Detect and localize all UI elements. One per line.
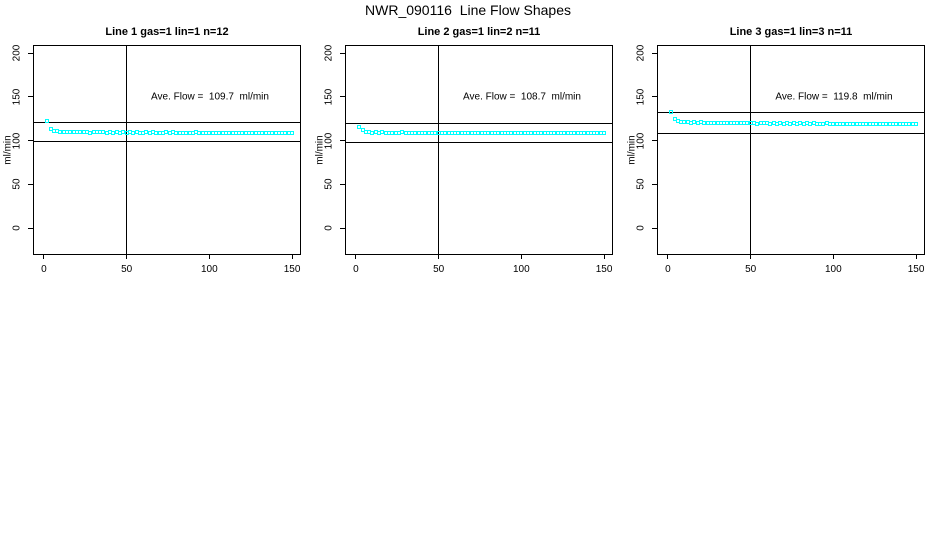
x-axis-tick — [667, 254, 669, 259]
x-axis-tick-label: 150 — [907, 264, 925, 275]
x-axis-tick-label: 0 — [665, 264, 671, 275]
flow-tolerance-line — [34, 141, 300, 143]
data-point — [669, 109, 674, 114]
flow-tolerance-line — [34, 121, 300, 123]
x-axis-tick-label: 150 — [283, 264, 301, 275]
data-point — [602, 131, 607, 136]
x-axis-tick — [126, 254, 128, 259]
data-point — [672, 117, 677, 122]
subplot-line-3: Line 3 gas=1 lin=3 n=11 ml/min Ave. Flow… — [624, 0, 936, 280]
x-axis-tick — [750, 254, 752, 259]
y-axis-tick — [28, 227, 33, 229]
x-axis-tick-label: 100 — [513, 264, 530, 275]
y-axis-tick-label: 100 — [11, 132, 23, 149]
y-axis-tick — [28, 52, 33, 54]
y-axis-tick — [340, 227, 345, 229]
x-axis-tick — [438, 254, 440, 259]
data-point — [357, 124, 362, 129]
flow-tolerance-line — [346, 141, 612, 143]
y-axis-tick — [340, 52, 345, 54]
plot-area: Ave. Flow = 108.7 ml/min 0 50 100 150 0 50 100… — [324, 45, 613, 275]
x-axis-tick — [43, 254, 45, 259]
y-axis-tick — [652, 96, 657, 98]
y-axis-tick-label: 150 — [11, 88, 23, 106]
y-axis-tick — [652, 183, 657, 185]
y-axis-tick-label: 100 — [635, 132, 647, 149]
main-title: NWR_090116 Line Flow Shapes — [365, 2, 571, 18]
y-axis-tick — [28, 140, 33, 141]
subplot-title: Line 2 gas=1 lin=2 n=11 — [417, 26, 541, 38]
vertical-reference-line — [438, 46, 440, 254]
y-axis-tick-label: 200 — [323, 44, 335, 62]
x-axis-tick-label: 50 — [433, 264, 445, 275]
subplot-title: Line 1 gas=1 lin=1 n=12 — [105, 26, 229, 38]
flow-tolerance-line — [658, 112, 924, 114]
y-axis-tick-label: 50 — [323, 178, 335, 190]
x-axis-tick — [291, 254, 293, 259]
y-axis-tick — [652, 52, 657, 54]
data-point — [914, 122, 919, 127]
flow-tolerance-line — [658, 133, 924, 135]
x-axis-tick — [915, 254, 917, 259]
y-axis-tick — [340, 96, 345, 98]
x-axis-tick-label: 50 — [121, 264, 133, 275]
ave-flow-annotation: Ave. Flow = 119.8 ml/min — [775, 91, 893, 103]
x-axis-tick-label: 100 — [825, 264, 842, 275]
ave-flow-annotation: Ave. Flow = 109.7 ml/min — [151, 91, 269, 103]
x-axis-tick — [520, 254, 522, 259]
y-axis-tick-label: 0 — [635, 225, 647, 231]
x-axis-tick-label: 100 — [201, 264, 218, 275]
y-axis-tick-label: 100 — [323, 132, 335, 149]
y-axis-tick — [652, 227, 657, 229]
flow-tolerance-line — [346, 122, 612, 124]
subplot-line-1: Line 1 gas=1 lin=1 n=12 ml/min Ave. Flow… — [0, 0, 312, 280]
subplot-title: Line 3 gas=1 lin=3 n=11 — [729, 26, 853, 38]
y-axis-tick — [340, 183, 345, 185]
x-axis-tick-label: 0 — [41, 264, 47, 275]
x-axis-tick-label: 0 — [353, 264, 359, 275]
x-axis-tick — [603, 254, 605, 259]
x-axis-tick — [208, 254, 210, 259]
y-axis-tick-label: 200 — [11, 44, 23, 62]
y-axis-tick — [652, 140, 657, 141]
plot-area: Ave. Flow = 109.7 ml/min 0 50 100 150 0 50 100… — [12, 45, 301, 275]
ave-flow-annotation: Ave. Flow = 108.7 ml/min — [463, 91, 581, 103]
plot-area: Ave. Flow = 119.8 ml/min 0 50 100 150 0 50 100… — [636, 45, 925, 275]
x-axis-tick-label: 50 — [745, 264, 757, 275]
y-axis-tick — [28, 96, 33, 98]
vertical-reference-line — [750, 46, 752, 254]
subplot-line-2: Line 2 gas=1 lin=2 n=11 ml/min Ave. Flow… — [312, 0, 624, 280]
x-axis-tick — [832, 254, 834, 259]
y-axis-tick-label: 200 — [635, 44, 647, 62]
y-axis-tick-label: 0 — [323, 225, 335, 231]
y-axis-tick — [340, 140, 345, 141]
data-point — [45, 119, 50, 124]
vertical-reference-line — [126, 46, 128, 254]
y-axis-tick-label: 0 — [11, 225, 23, 231]
data-point — [290, 131, 295, 136]
y-axis-tick-label: 150 — [323, 88, 335, 106]
x-axis-tick-label: 150 — [595, 264, 613, 275]
x-axis-tick — [355, 254, 357, 259]
y-axis-tick-label: 50 — [635, 178, 647, 190]
y-axis-tick-label: 150 — [635, 88, 647, 106]
y-axis-tick — [28, 183, 33, 185]
y-axis-tick-label: 50 — [11, 178, 23, 190]
